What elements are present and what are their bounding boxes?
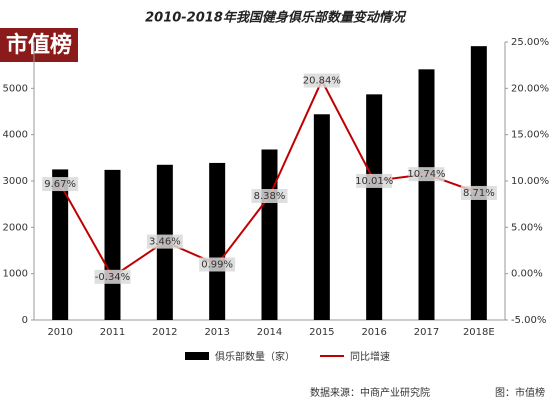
y2-tick-label: -5.00%: [511, 315, 546, 326]
bar: [366, 94, 383, 321]
bar: [470, 46, 487, 321]
value-label-bg: [356, 173, 393, 188]
value-label-bg: [42, 177, 79, 192]
value-label-bg: [251, 189, 288, 204]
y-tick-label: 1000: [3, 269, 28, 280]
watermark: 市值榜: [6, 32, 72, 58]
value-label-bg: [199, 257, 236, 272]
x-tick-label: 2014: [257, 327, 282, 338]
value-label-bg: [408, 167, 445, 182]
y-tick-label: 3000: [3, 176, 28, 187]
y2-tick-label: 15.00%: [511, 130, 549, 141]
credit: 图：市值榜: [495, 386, 545, 399]
watermark-box: [0, 28, 78, 62]
value-label: 3.46%: [149, 237, 181, 248]
y2-tick-label: 20.00%: [511, 83, 549, 94]
bar: [313, 114, 330, 320]
x-tick-label: 2011: [100, 327, 125, 338]
y2-tick-label: 0.00%: [511, 269, 543, 280]
value-label: 10.74%: [407, 169, 445, 180]
value-label: 8.38%: [254, 191, 286, 202]
x-tick-label: 2010: [47, 327, 72, 338]
y2-tick-label: 10.00%: [511, 176, 549, 187]
source: 数据来源：中商产业研究院: [310, 386, 430, 399]
bar: [52, 169, 69, 320]
value-label-bg: [146, 234, 183, 249]
legend-label: 俱乐部数量（家）: [215, 350, 295, 363]
x-tick-label: 2015: [309, 327, 334, 338]
chart-title: 2010-2018年我国健身俱乐部数量变动情况: [145, 10, 407, 26]
value-label: 9.67%: [44, 179, 76, 190]
x-tick-label: 2017: [414, 327, 439, 338]
value-label-bg: [460, 185, 497, 200]
y-tick-label: 2000: [3, 222, 28, 233]
value-label: 8.71%: [463, 188, 495, 199]
value-label: 0.99%: [201, 259, 233, 270]
value-label-bg: [303, 73, 340, 88]
y-tick-label: 4000: [3, 130, 28, 141]
legend-swatch: [185, 352, 209, 360]
x-tick-label: 2012: [152, 327, 177, 338]
y2-tick-label: 5.00%: [511, 222, 543, 233]
bar: [261, 149, 278, 320]
value-label: 10.01%: [355, 176, 393, 187]
bar: [418, 69, 435, 320]
legend-label: 同比增速: [350, 350, 390, 363]
y-tick-label: 0: [22, 315, 28, 326]
x-tick-label: 2016: [361, 327, 386, 338]
bar: [104, 169, 121, 320]
y2-tick-label: 25.00%: [511, 37, 549, 48]
value-label: -0.34%: [95, 272, 130, 283]
x-tick-label: 2018E: [463, 327, 495, 338]
y-tick-label: 5000: [3, 83, 28, 94]
value-label-bg: [94, 269, 131, 284]
x-tick-label: 2013: [204, 327, 229, 338]
value-label: 20.84%: [303, 76, 341, 87]
bar: [209, 162, 226, 320]
